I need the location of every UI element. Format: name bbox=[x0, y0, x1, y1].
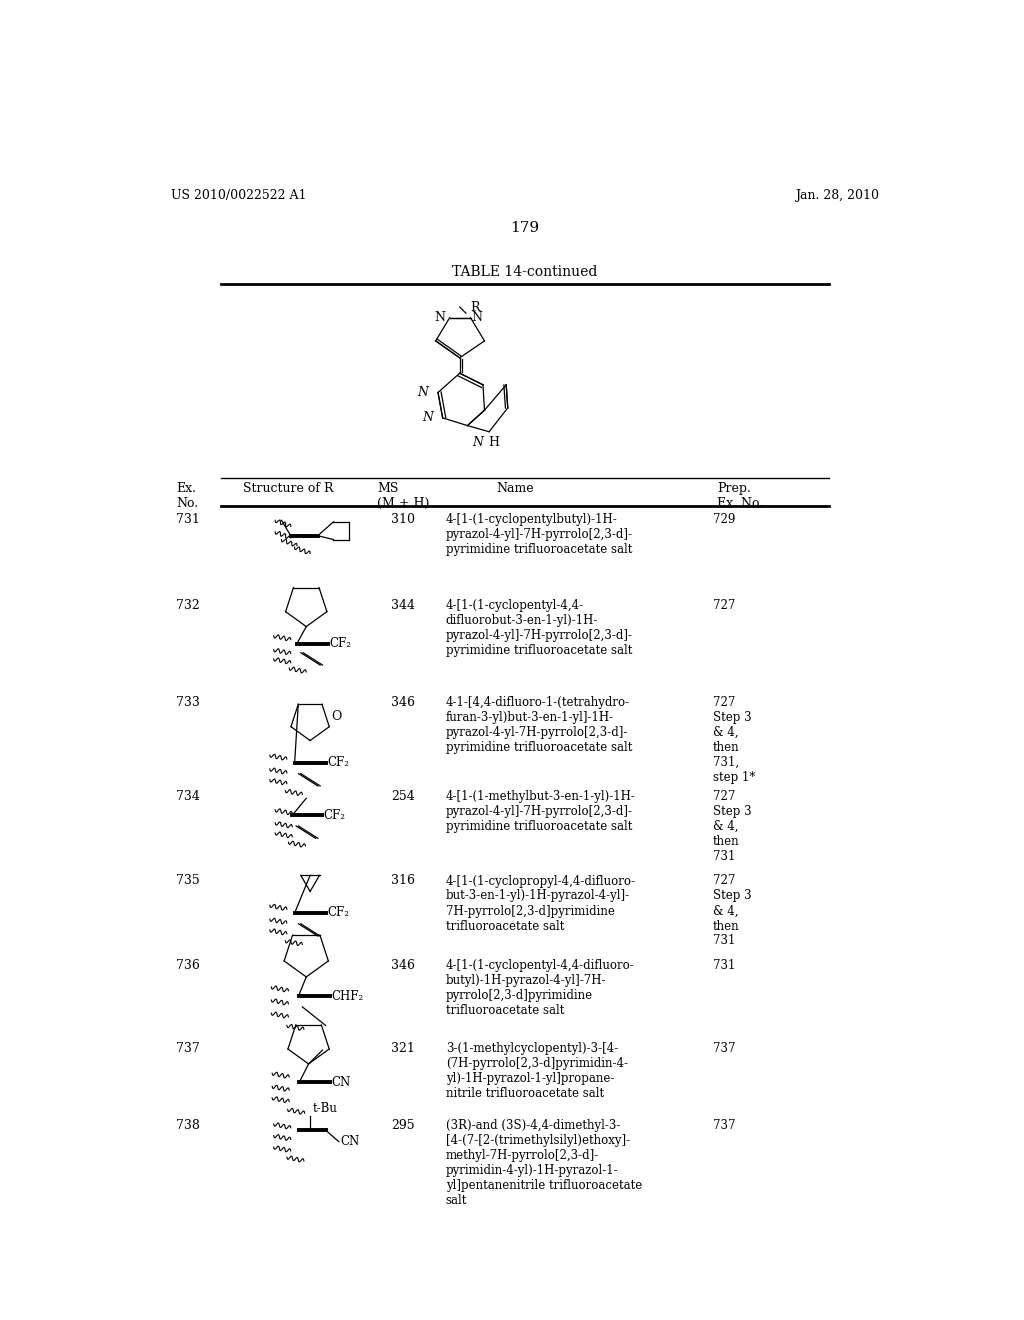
Text: 4-[1-(1-cyclopropyl-4,4-difluoro-
but-3-en-1-yl)-1H-pyrazol-4-yl]-
7H-pyrrolo[2,: 4-[1-(1-cyclopropyl-4,4-difluoro- but-3-… bbox=[445, 874, 636, 932]
Text: 179: 179 bbox=[510, 220, 540, 235]
Text: 4-[1-(1-cyclopentylbutyl)-1H-
pyrazol-4-yl]-7H-pyrrolo[2,3-d]-
pyrimidine triflu: 4-[1-(1-cyclopentylbutyl)-1H- pyrazol-4-… bbox=[445, 512, 633, 556]
Text: CN: CN bbox=[340, 1135, 359, 1148]
Text: 731: 731 bbox=[713, 960, 735, 973]
Text: 4-1-[4,4-difluoro-1-(tetrahydro-
furan-3-yl)but-3-en-1-yl]-1H-
pyrazol-4-yl-7H-p: 4-1-[4,4-difluoro-1-(tetrahydro- furan-3… bbox=[445, 696, 632, 754]
Text: 321: 321 bbox=[391, 1043, 415, 1056]
Text: 727
Step 3
& 4,
then
731: 727 Step 3 & 4, then 731 bbox=[713, 874, 752, 948]
Text: CHF₂: CHF₂ bbox=[331, 990, 364, 1003]
Text: O: O bbox=[331, 710, 341, 723]
Text: 254: 254 bbox=[391, 789, 415, 803]
Text: 295: 295 bbox=[391, 1119, 415, 1133]
Text: 4-[1-(1-methylbut-3-en-1-yl)-1H-
pyrazol-4-yl]-7H-pyrrolo[2,3-d]-
pyrimidine tri: 4-[1-(1-methylbut-3-en-1-yl)-1H- pyrazol… bbox=[445, 789, 636, 833]
Text: 734: 734 bbox=[176, 789, 200, 803]
Text: 737: 737 bbox=[176, 1043, 200, 1056]
Text: CF₂: CF₂ bbox=[328, 756, 349, 770]
Text: 344: 344 bbox=[391, 599, 415, 612]
Text: TABLE 14-continued: TABLE 14-continued bbox=[453, 265, 597, 280]
Text: N: N bbox=[418, 385, 429, 399]
Text: N: N bbox=[422, 412, 433, 425]
Text: MS
(M + H): MS (M + H) bbox=[377, 482, 429, 510]
Text: CF₂: CF₂ bbox=[328, 907, 349, 920]
Text: Prep.
Ex. No.: Prep. Ex. No. bbox=[717, 482, 763, 510]
Text: CN: CN bbox=[332, 1076, 351, 1089]
Text: 727: 727 bbox=[713, 599, 735, 612]
Text: 729: 729 bbox=[713, 512, 735, 525]
Text: 346: 346 bbox=[391, 696, 415, 709]
Text: R: R bbox=[471, 301, 480, 314]
Text: 737: 737 bbox=[713, 1119, 735, 1133]
Text: Ex.
No.: Ex. No. bbox=[176, 482, 199, 510]
Text: N: N bbox=[472, 436, 483, 449]
Text: 736: 736 bbox=[176, 960, 200, 973]
Text: 731: 731 bbox=[176, 512, 200, 525]
Text: 346: 346 bbox=[391, 960, 415, 973]
Text: 735: 735 bbox=[176, 874, 200, 887]
Text: Structure of R: Structure of R bbox=[243, 482, 333, 495]
Text: 733: 733 bbox=[176, 696, 200, 709]
Text: Name: Name bbox=[497, 482, 535, 495]
Text: US 2010/0022522 A1: US 2010/0022522 A1 bbox=[171, 189, 306, 202]
Text: N: N bbox=[434, 312, 445, 325]
Text: 3-(1-methylcyclopentyl)-3-[4-
(7H-pyrrolo[2,3-d]pyrimidin-4-
yl)-1H-pyrazol-1-yl: 3-(1-methylcyclopentyl)-3-[4- (7H-pyrrol… bbox=[445, 1043, 628, 1101]
Text: 4-[1-(1-cyclopentyl-4,4-difluoro-
butyl)-1H-pyrazol-4-yl]-7H-
pyrrolo[2,3-d]pyri: 4-[1-(1-cyclopentyl-4,4-difluoro- butyl)… bbox=[445, 960, 635, 1018]
Text: 732: 732 bbox=[176, 599, 200, 612]
Text: 4-[1-(1-cyclopentyl-4,4-
difluorobut-3-en-1-yl)-1H-
pyrazol-4-yl]-7H-pyrrolo[2,3: 4-[1-(1-cyclopentyl-4,4- difluorobut-3-e… bbox=[445, 599, 633, 657]
Text: H: H bbox=[488, 436, 500, 449]
Text: 727
Step 3
& 4,
then
731: 727 Step 3 & 4, then 731 bbox=[713, 789, 752, 863]
Text: CF₂: CF₂ bbox=[324, 809, 345, 822]
Text: (3R)-and (3S)-4,4-dimethyl-3-
[4-(7-[2-(trimethylsilyl)ethoxy]-
methyl-7H-pyrrol: (3R)-and (3S)-4,4-dimethyl-3- [4-(7-[2-(… bbox=[445, 1119, 642, 1208]
Text: 727
Step 3
& 4,
then
731,
step 1*: 727 Step 3 & 4, then 731, step 1* bbox=[713, 696, 756, 784]
Text: N: N bbox=[471, 312, 482, 325]
Text: t-Bu: t-Bu bbox=[312, 1102, 337, 1114]
Text: 310: 310 bbox=[391, 512, 415, 525]
Text: 737: 737 bbox=[713, 1043, 735, 1056]
Text: 738: 738 bbox=[176, 1119, 200, 1133]
Text: CF₂: CF₂ bbox=[330, 638, 351, 649]
Text: 316: 316 bbox=[391, 874, 415, 887]
Text: Jan. 28, 2010: Jan. 28, 2010 bbox=[795, 189, 879, 202]
